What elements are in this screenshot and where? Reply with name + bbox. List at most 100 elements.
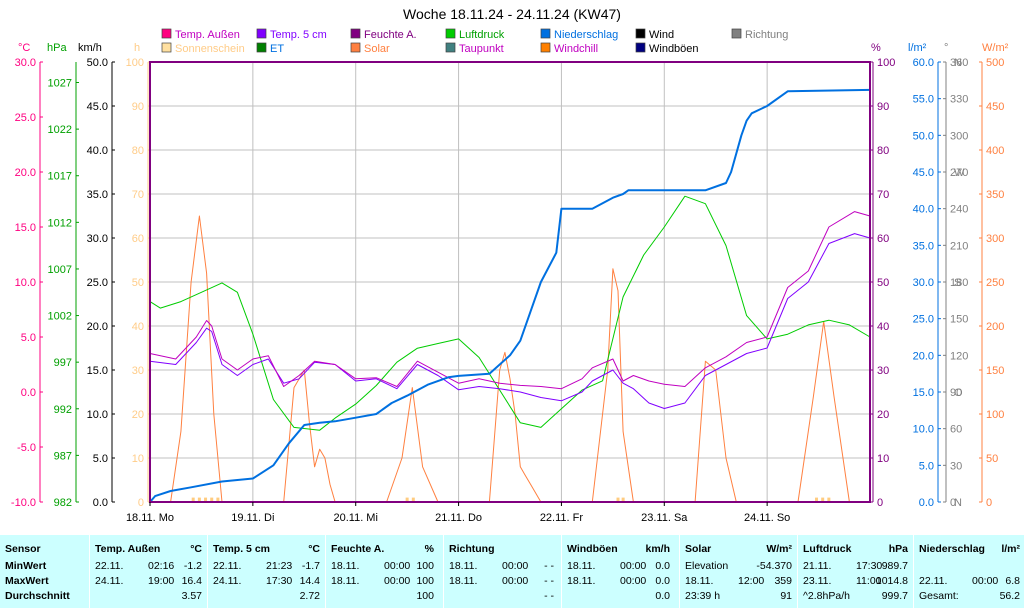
axis-wm2-tick-label: 350 (986, 189, 1004, 201)
legend-swatch (635, 42, 646, 53)
axis-pct-tick-label: 10 (877, 453, 889, 465)
legend-item: Taupunkt (445, 42, 504, 55)
legend: Temp. Außen Temp. 5 cm Feuchte A. Luftdruck… (161, 28, 788, 55)
stats-cell-value: 14.4 (299, 575, 320, 587)
legend-item: Wind (635, 28, 674, 41)
axis-wm2-tick-label: 200 (986, 321, 1004, 333)
axis-pct-tick-label: 30 (877, 365, 889, 377)
axis-deg-direction-label: W (954, 167, 965, 179)
legend-item: Temp. 5 cm (256, 28, 327, 41)
axis-rain-tick-label: 50.0 (913, 130, 934, 142)
stats-separator (89, 535, 90, 608)
legend-label: Niederschlag (554, 29, 618, 41)
series-luftdruck (149, 195, 871, 431)
axis-wm2-tick-label: 100 (986, 409, 1004, 421)
stats-cell-value: 0.0 (655, 560, 670, 572)
stats-cell-time: 17:30 (266, 575, 293, 587)
stats-cell-date: Elevation (685, 560, 729, 572)
chart-background (0, 0, 1024, 535)
stats-column: Solar W/m² Elevation -54.370 18.11. 12:00 359 2… (680, 535, 796, 608)
stats-header-label: Luftdruck (803, 543, 852, 555)
stats-header: Richtung (444, 542, 558, 556)
stats-header: Niederschlag l/m² (914, 542, 1024, 556)
axis-kmh-tick-label: 20.0 (87, 321, 108, 333)
stats-cell-date: 21.11. (803, 560, 832, 572)
legend-swatch (540, 28, 551, 39)
unit-deg: ° (944, 42, 948, 54)
stats-cell-value: 100 (416, 560, 434, 572)
axis-units: °C hPa km/h h % l/m² ° W/m² (18, 42, 1009, 54)
axis-rain-tick-label: 55.0 (913, 94, 934, 106)
stats-cell-date: 22.11. (919, 575, 948, 587)
plot-frame (149, 61, 871, 503)
series-temp-au-en (149, 211, 871, 390)
stats-cell-time: 21:23 (266, 560, 293, 572)
legend-label: Wind (649, 29, 674, 41)
grid (150, 62, 870, 502)
stats-row: 23.11. 11:00 1014.8 (798, 574, 912, 588)
stats-header-unit: °C (308, 543, 320, 555)
stats-cell-time: 19:00 (148, 575, 175, 587)
legend-label: Temp. 5 cm (270, 29, 327, 41)
statistics-table: Sensor MinWert MaxWert Durchschnitt Temp. Au… (0, 535, 1024, 608)
legend-item: Windchill (540, 42, 598, 55)
axis-kmh-tick-label: 40.0 (87, 145, 108, 157)
axis-hpa-tick-label: 997 (54, 357, 72, 369)
stats-cell-time: 11:00 (856, 575, 882, 587)
x-tick-label: 24.11. So (744, 512, 790, 524)
unit-pct: % (871, 42, 881, 54)
axis-deg-tick-label: 120 (950, 350, 968, 362)
legend-label: Windchill (554, 43, 598, 55)
stats-header-unit: km/h (645, 543, 670, 555)
stats-header: Windböen km/h (562, 542, 674, 556)
axis-temp-tick-label: 0.0 (21, 387, 36, 399)
axis-deg-tick-label: 180 (950, 277, 968, 289)
x-tick-label: 23.11. Sa (641, 512, 688, 524)
axis-temp-tick-label: -10.0 (11, 497, 36, 509)
stats-header-unit: l/m² (1001, 543, 1020, 555)
unit-kmh: km/h (78, 42, 102, 54)
axis-hours-tick-label: 10 (132, 453, 144, 465)
stats-row: 23:39 h 91 (680, 589, 796, 603)
axis-pct-tick-label: 70 (877, 189, 889, 201)
axis-hours-tick-label: 40 (132, 321, 144, 333)
axis-rain-tick-label: 25.0 (913, 314, 934, 326)
stats-row: 18.11. 00:00 - - (444, 559, 558, 573)
stats-header: Solar W/m² (680, 542, 796, 556)
axis-deg-tick-label: 270 (950, 167, 968, 179)
stats-cell-time: 00:00 (620, 560, 647, 572)
stats-header-unit: % (424, 543, 434, 555)
stats-header: Feuchte A.% (326, 542, 438, 556)
axis-rain-tick-label: 10.0 (913, 424, 934, 436)
legend-swatch (445, 42, 456, 53)
stats-cell-date: Gesamt: (919, 590, 959, 602)
axis-deg-tick-label: 0 (950, 497, 956, 509)
stats-column: Richtung 18.11. 00:00 - - 18.11. 00:00 - - - - (444, 535, 558, 608)
legend-swatch (731, 28, 742, 39)
stats-cell-value: -1.2 (183, 560, 202, 572)
axis-hours-tick-label: 50 (132, 277, 144, 289)
stats-cell-value: 100 (416, 575, 434, 587)
stats-row: 18.11. 12:00 359 (680, 574, 796, 588)
stats-row: 18.11. 00:00 - - (444, 574, 558, 588)
stats-row: 22.11. 21:23 -1.7 (208, 559, 324, 573)
stats-cell-date: Durchschnitt (5, 590, 70, 602)
stats-cell-time: 17:30 (856, 560, 883, 572)
axis-kmh-tick-label: 35.0 (87, 189, 108, 201)
legend-item: Sonnenschein (161, 42, 245, 55)
x-tick-label: 22.11. Fr (540, 512, 584, 524)
axis-pct-tick-label: 60 (877, 233, 889, 245)
axis-pct-tick-label: 80 (877, 145, 889, 157)
axis-temp-tick-label: 30.0 (15, 57, 36, 69)
stats-cell-date: 18.11. (567, 560, 596, 572)
axis-deg-direction-label: S (954, 277, 961, 289)
stats-cell-value: 56.2 (999, 590, 1020, 602)
legend-label: Windböen (649, 43, 699, 55)
legend-item: Richtung (731, 28, 788, 41)
legend-label: Luftdruck (459, 29, 505, 41)
stats-cell-value: 91 (780, 590, 792, 602)
stats-column: Temp. Außen °C 22.11. 02:16 -1.2 24.11. 19:00 1… (90, 535, 206, 608)
stats-cell-time: 02:16 (148, 560, 175, 572)
legend-swatch (350, 28, 361, 39)
stats-cell-value: 6.8 (1005, 575, 1020, 587)
